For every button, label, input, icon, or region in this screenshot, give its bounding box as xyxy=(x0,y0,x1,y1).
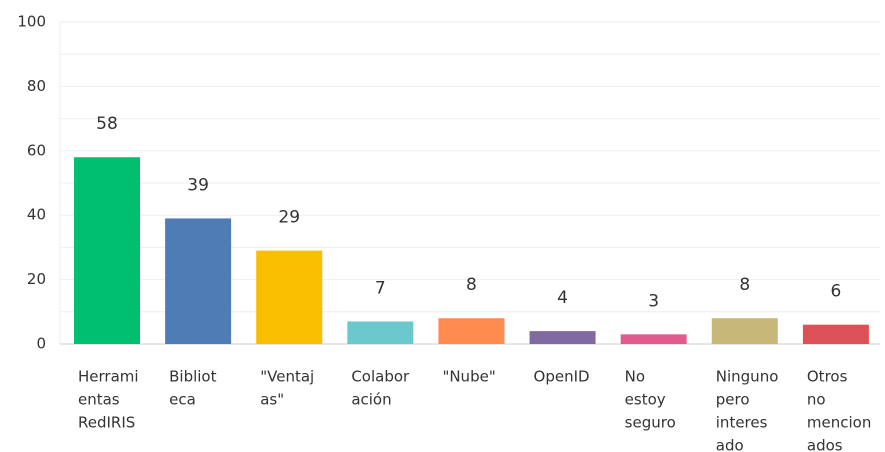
x-tick-label: eca xyxy=(169,391,196,409)
value-label: 6 xyxy=(830,282,841,302)
x-tick-label: RedIRIS xyxy=(78,414,135,432)
bar xyxy=(711,318,778,344)
x-tick-label: estoy xyxy=(625,391,666,409)
value-label: 58 xyxy=(96,114,118,134)
value-label: 7 xyxy=(375,278,386,298)
bar xyxy=(620,334,687,344)
value-label: 8 xyxy=(466,275,477,295)
x-tick-label: ados xyxy=(807,437,843,452)
y-tick-label: 80 xyxy=(27,77,46,95)
value-label: 39 xyxy=(187,175,209,195)
x-tick-label: entas xyxy=(78,391,120,409)
x-tick-label: Ninguno xyxy=(716,368,779,386)
y-tick-label: 100 xyxy=(17,13,46,31)
x-tick-label: No xyxy=(625,368,645,386)
x-tick-label: mencion xyxy=(807,414,871,432)
x-tick-label: as" xyxy=(260,391,284,409)
value-label: 3 xyxy=(648,291,659,311)
y-tick-label: 20 xyxy=(27,270,46,288)
x-tick-label: OpenID xyxy=(534,368,590,386)
x-tick-label: no xyxy=(807,391,826,409)
x-tick-label: ado xyxy=(716,437,744,452)
value-label: 8 xyxy=(739,275,750,295)
x-tick-label: "Ventaj xyxy=(260,368,314,386)
bar xyxy=(74,157,140,344)
x-tick-label: ación xyxy=(351,391,391,409)
bar xyxy=(165,218,232,344)
x-tick-label: seguro xyxy=(625,414,676,432)
y-tick-label: 40 xyxy=(27,206,46,224)
bar xyxy=(529,331,596,344)
bar xyxy=(347,321,414,344)
value-label: 29 xyxy=(278,208,300,228)
x-tick-label: "Nube" xyxy=(442,368,495,386)
bar xyxy=(802,324,869,344)
y-tick-label: 0 xyxy=(36,335,46,353)
x-tick-label: Colabor xyxy=(351,368,410,386)
x-tick-label: interes xyxy=(716,414,768,432)
x-tick-label: Otros xyxy=(807,368,848,386)
x-tick-label: Herrami xyxy=(78,368,139,386)
bar xyxy=(256,250,323,344)
x-tick-label: pero xyxy=(716,391,750,409)
value-label: 4 xyxy=(557,288,568,308)
y-tick-label: 60 xyxy=(27,141,46,159)
bar xyxy=(438,318,505,344)
x-tick-label: Bibliot xyxy=(169,368,216,386)
